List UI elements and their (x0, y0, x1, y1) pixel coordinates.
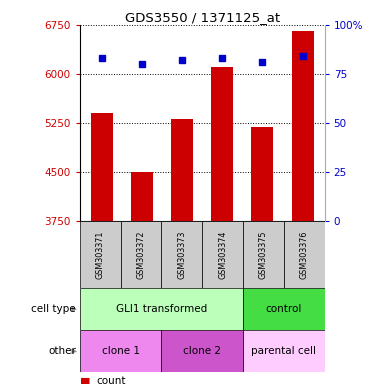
Bar (211, 68, 233, 221)
Bar (284, 221, 325, 288)
Bar (202, 221, 243, 288)
Text: GSM303375: GSM303375 (259, 230, 268, 279)
Bar (243, 330, 325, 372)
Bar (292, 31, 313, 221)
Text: GSM303372: GSM303372 (137, 230, 145, 279)
Bar (91, 113, 113, 221)
Text: ■: ■ (80, 376, 90, 384)
Bar (80, 221, 121, 288)
Text: parental cell: parental cell (251, 346, 316, 356)
Bar (243, 288, 325, 330)
Title: GDS3550 / 1371125_at: GDS3550 / 1371125_at (125, 11, 280, 24)
Text: GSM303374: GSM303374 (218, 230, 227, 278)
Text: clone 1: clone 1 (102, 346, 139, 356)
Text: GSM303373: GSM303373 (177, 230, 186, 278)
Text: count: count (96, 376, 126, 384)
Text: clone 2: clone 2 (183, 346, 221, 356)
Text: control: control (266, 304, 302, 314)
Bar (131, 172, 153, 221)
Text: GSM303371: GSM303371 (96, 230, 105, 278)
Bar (171, 119, 193, 221)
Text: GSM303376: GSM303376 (300, 230, 309, 278)
Bar (243, 221, 284, 288)
Bar (161, 330, 243, 372)
Bar (252, 127, 273, 221)
Text: other: other (48, 346, 76, 356)
Bar (80, 288, 243, 330)
Text: GLI1 transformed: GLI1 transformed (116, 304, 207, 314)
Bar (121, 221, 161, 288)
Bar (80, 330, 161, 372)
Text: cell type: cell type (32, 304, 76, 314)
Bar (161, 221, 202, 288)
